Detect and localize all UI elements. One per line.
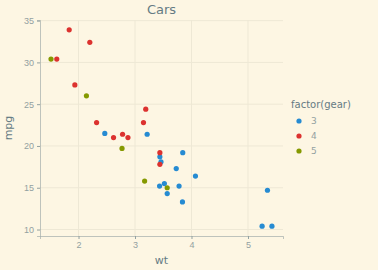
tick: 2 <box>77 236 82 250</box>
point <box>94 120 99 125</box>
point <box>269 224 274 229</box>
tick-label: 4 <box>189 240 194 250</box>
point <box>157 162 162 167</box>
point <box>87 40 92 45</box>
y-axis: 10 15 20 25 30 35 <box>24 16 41 236</box>
legend-label: 3 <box>311 116 317 126</box>
grid-line <box>191 20 192 236</box>
tick-mark <box>37 21 40 22</box>
point <box>193 173 198 178</box>
point <box>54 56 59 61</box>
legend-swatch <box>296 118 301 123</box>
points <box>48 27 274 229</box>
point <box>165 191 170 196</box>
x-axis-title: wt <box>155 254 169 267</box>
tick-label: 25 <box>24 100 34 110</box>
tick-mark <box>248 236 249 239</box>
tick-mark <box>79 236 80 239</box>
axis-line <box>41 237 284 240</box>
tick-label: 20 <box>24 141 34 151</box>
tick: 3 <box>133 236 138 250</box>
tick: 25 <box>24 100 40 110</box>
tick-label: 35 <box>24 16 34 26</box>
tick-label: 5 <box>246 240 251 250</box>
legend-swatch <box>296 133 301 138</box>
tick-label: 30 <box>24 58 34 68</box>
tick-label: 15 <box>24 183 34 193</box>
point <box>142 178 147 183</box>
tick-label: 10 <box>24 225 34 235</box>
grid-line <box>135 20 136 236</box>
grid-line <box>247 20 248 236</box>
x-axis: 2 3 4 5 <box>41 236 284 250</box>
tick-mark <box>135 236 136 239</box>
grid-line <box>40 104 283 105</box>
tick: 35 <box>24 16 40 26</box>
grid-line <box>40 62 283 63</box>
legend-title: factor(gear) <box>291 99 351 110</box>
tick-mark <box>37 230 40 231</box>
tick: 15 <box>24 183 40 193</box>
legend-label: 5 <box>311 146 317 156</box>
point <box>180 150 185 155</box>
point <box>120 132 125 137</box>
point <box>176 183 181 188</box>
background <box>0 0 378 270</box>
tick-label: 3 <box>133 240 138 250</box>
point <box>119 146 124 151</box>
point <box>48 56 53 61</box>
tick-mark <box>191 236 192 239</box>
point <box>265 188 270 193</box>
tick-label: 2 <box>77 240 82 250</box>
point <box>84 93 89 98</box>
point <box>157 183 162 188</box>
chart: 2 3 4 5 10 15 20 25 30 35 Cars wt mpg factor(gear) 3 4 5 <box>0 0 378 270</box>
point <box>141 120 146 125</box>
point <box>260 224 265 229</box>
point <box>165 185 170 190</box>
point <box>145 132 150 137</box>
title: Cars <box>147 2 176 17</box>
tick: 10 <box>24 225 40 235</box>
point <box>157 150 162 155</box>
tick: 4 <box>189 236 194 250</box>
point <box>111 135 116 140</box>
grid <box>40 20 283 236</box>
grid-line <box>40 20 283 21</box>
y-axis-title: mpg <box>2 116 15 141</box>
grid-line <box>40 145 283 146</box>
point <box>102 131 107 136</box>
grid-line <box>40 229 283 230</box>
point <box>180 199 185 204</box>
point <box>143 107 148 112</box>
legend-swatch <box>296 148 301 153</box>
point <box>125 135 130 140</box>
legend: factor(gear) 3 4 5 <box>291 99 351 156</box>
axis-line <box>37 21 41 237</box>
tick: 30 <box>24 58 40 68</box>
tick: 5 <box>246 236 251 250</box>
legend-label: 4 <box>311 131 317 141</box>
tick-mark <box>37 188 40 189</box>
tick-mark <box>37 104 40 105</box>
tick: 20 <box>24 141 40 151</box>
point <box>67 27 72 32</box>
grid-line <box>78 20 79 236</box>
point <box>72 82 77 87</box>
point <box>174 166 179 171</box>
tick-mark <box>37 146 40 147</box>
tick-mark <box>37 62 40 63</box>
